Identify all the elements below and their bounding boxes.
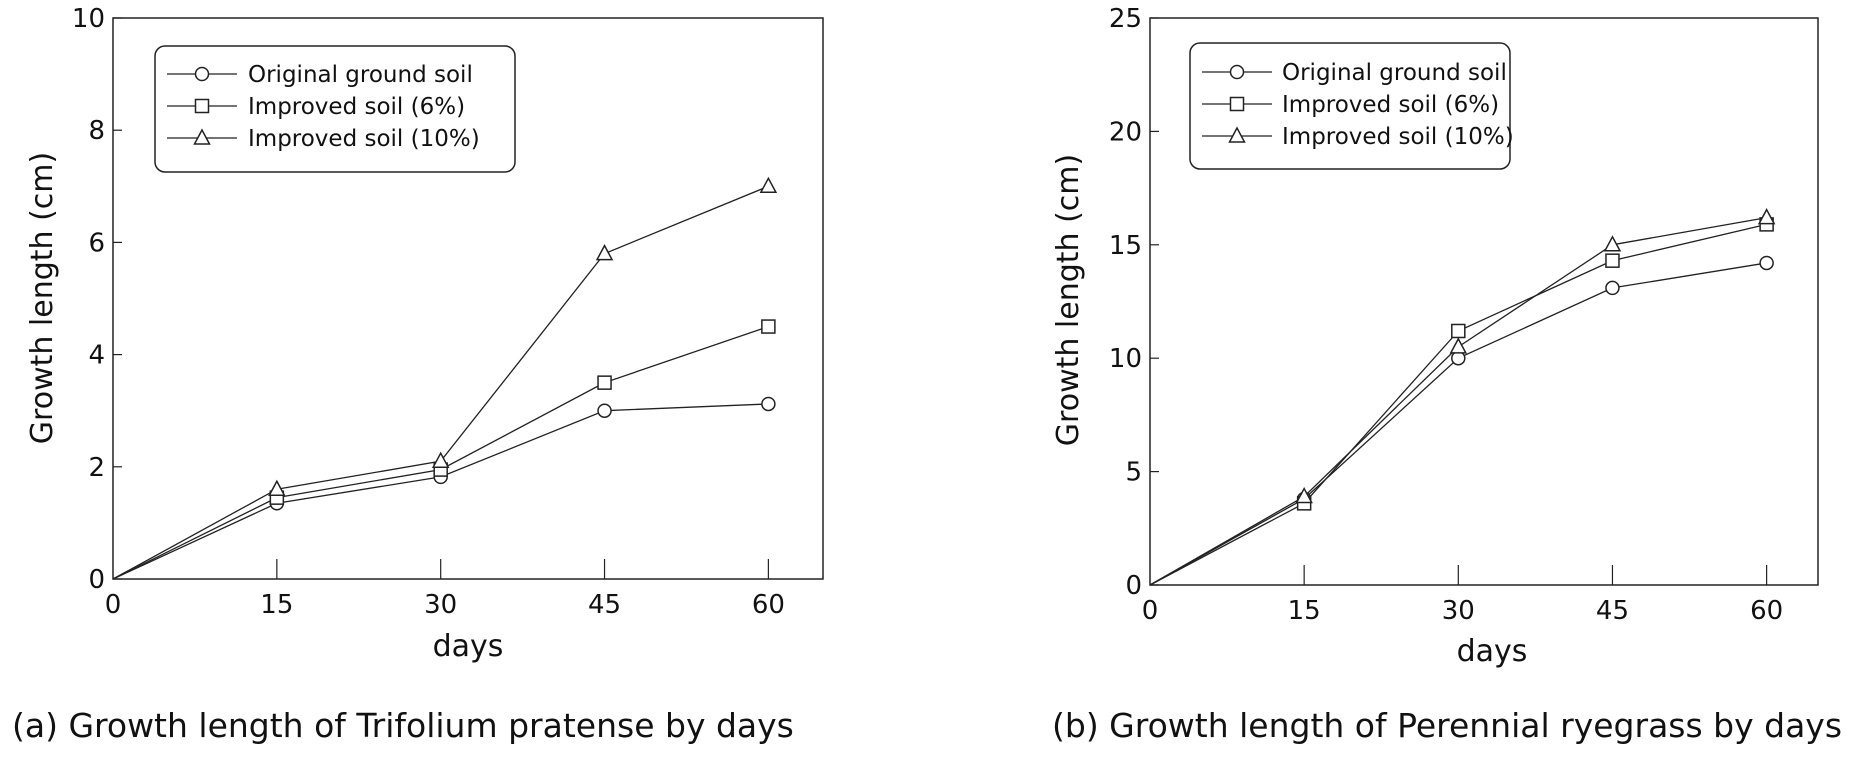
- plot-frame: [1149, 17, 1819, 586]
- data-point-triangle: [1449, 337, 1468, 354]
- series-line-triangle: [112, 185, 769, 580]
- x-tick-label: 60: [752, 590, 785, 620]
- y-tick-label: 8: [88, 116, 105, 146]
- legend-box: [154, 45, 516, 173]
- legend-label-original: Original ground soil: [1282, 60, 1507, 86]
- x-tick-label: 60: [1750, 596, 1783, 626]
- y-tick-label: 2: [88, 453, 105, 483]
- legend-marker-square: [1229, 96, 1245, 112]
- x-tick-label: 30: [424, 590, 457, 620]
- chart-panel-a: 0 2 4 6 8 10 0 15 30 45 60 Growth length (cm) day…: [12, 4, 824, 745]
- plot-frame: [112, 17, 824, 580]
- data-point-square: [597, 375, 612, 390]
- y-axis-label: Growth length (cm): [25, 152, 60, 444]
- data-point-triangle: [759, 176, 778, 194]
- x-tick-label: 45: [588, 590, 621, 620]
- data-point-circle: [1759, 255, 1774, 271]
- legend-label-improved-6: Improved soil (6%): [248, 94, 465, 120]
- y-tick-label: 10: [72, 4, 105, 34]
- x-tick-label: 30: [1442, 596, 1475, 626]
- data-point-circle: [761, 396, 776, 412]
- y-tick-label: 10: [1109, 344, 1142, 374]
- legend-items: [1202, 64, 1272, 143]
- legend-label-improved-10: Improved soil (10%): [248, 126, 480, 152]
- y-tick-label: 5: [1125, 458, 1142, 488]
- x-ticks: 0 15 30 45 60: [1142, 565, 1783, 626]
- legend-marker-circle: [194, 66, 210, 82]
- data-point-circle: [597, 403, 612, 418]
- legend: Original ground soil Improved soil (6%) …: [154, 45, 516, 173]
- x-axis-label: days: [433, 629, 504, 664]
- y-axis-label: Growth length (cm): [1051, 154, 1086, 446]
- series-line-triangle: [1149, 216, 1767, 586]
- legend-marker-circle: [1229, 64, 1245, 80]
- legend-label-improved-10: Improved soil (10%): [1282, 124, 1514, 150]
- legend-items: [167, 66, 237, 145]
- caption-b: (b) Growth length of Perennial ryegrass …: [1052, 706, 1842, 745]
- legend-label-original: Original ground soil: [248, 62, 473, 88]
- data-point-triangle: [1603, 235, 1622, 252]
- x-tick-label: 15: [1288, 596, 1321, 626]
- y-tick-label: 6: [88, 228, 105, 258]
- y-tick-label: 20: [1109, 117, 1142, 147]
- data-point-circle: [1451, 350, 1466, 366]
- legend: Original ground soil Improved soil (6%) …: [1189, 42, 1514, 170]
- series-line-circle: [112, 403, 769, 580]
- y-tick-label: 0: [88, 565, 105, 595]
- x-axis-label: days: [1457, 634, 1528, 669]
- x-tick-label: 0: [105, 590, 122, 620]
- series-group: [112, 176, 778, 580]
- legend-label-improved-6: Improved soil (6%): [1282, 92, 1499, 118]
- legend-box: [1189, 42, 1511, 170]
- data-point-square: [1605, 253, 1620, 268]
- x-tick-label: 45: [1596, 596, 1629, 626]
- y-ticks: 0 5 10 15 20 25: [1109, 4, 1159, 601]
- data-point-triangle: [595, 244, 614, 261]
- x-tick-label: 0: [1142, 596, 1159, 626]
- data-point-triangle: [1295, 486, 1313, 504]
- y-ticks: 0 2 4 6 8 10: [72, 4, 122, 595]
- series-group: [1149, 207, 1776, 586]
- legend-marker-triangle: [193, 128, 211, 145]
- y-tick-label: 0: [1125, 571, 1142, 601]
- caption-a: (a) Growth length of Trifolium pratense …: [12, 706, 794, 745]
- data-point-square: [761, 319, 776, 334]
- y-tick-label: 25: [1109, 4, 1142, 34]
- y-tick-label: 4: [88, 341, 105, 371]
- x-tick-label: 15: [260, 590, 293, 620]
- data-point-triangle: [1757, 207, 1776, 225]
- y-tick-label: 15: [1109, 231, 1142, 261]
- data-point-triangle: [431, 451, 450, 468]
- data-point-circle: [1605, 280, 1620, 296]
- legend-marker-square: [194, 98, 210, 114]
- data-point-triangle: [268, 479, 286, 496]
- x-ticks: 0 15 30 45 60: [105, 559, 785, 620]
- legend-marker-triangle: [1228, 126, 1246, 143]
- data-point-square: [1451, 323, 1466, 339]
